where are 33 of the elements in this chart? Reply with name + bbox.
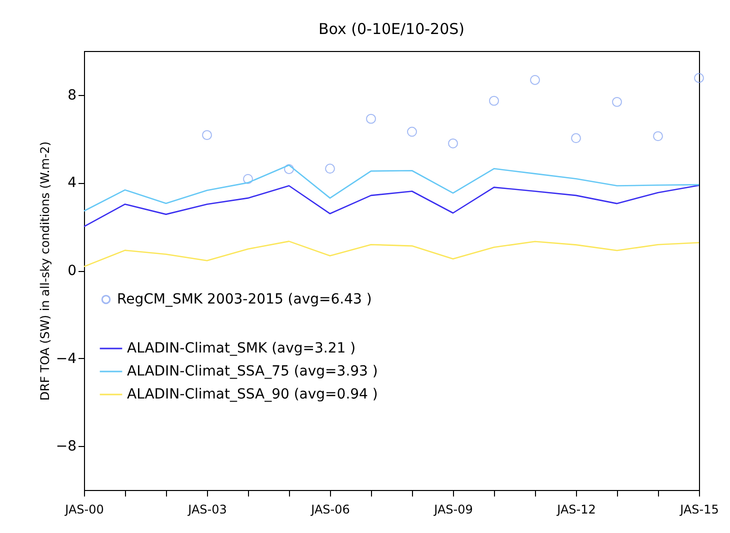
y-tick-label: 8 — [68, 87, 76, 104]
line-series — [83, 184, 700, 228]
point — [612, 96, 622, 107]
x-tick-label: JAS-06 — [310, 502, 350, 516]
line-series — [83, 164, 700, 212]
legend-label: ALADIN-Climat_SSA_75 (avg=3.93 ) — [127, 363, 378, 380]
y-tick-label: 4 — [68, 175, 77, 192]
x-tick-label: JAS-00 — [64, 502, 104, 516]
point — [571, 133, 581, 144]
legend-label: ALADIN-Climat_SSA_90 (avg=0.94 ) — [127, 386, 378, 402]
x-tick-label: JAS-12 — [556, 502, 596, 516]
x-tick-label: JAS-09 — [433, 502, 473, 516]
point — [489, 96, 499, 106]
point — [530, 75, 540, 85]
point — [202, 130, 212, 140]
point — [694, 73, 704, 83]
y-tick-label: −8 — [56, 438, 76, 455]
legend-label: RegCM_SMK 2003-2015 (avg=6.43 ) — [117, 291, 372, 308]
y-axis-title: DRF TOA (SW) in all-sky conditions (W.m-2) — [38, 141, 52, 401]
point — [407, 126, 417, 137]
x-tick-label: JAS-03 — [187, 502, 227, 516]
point — [325, 164, 335, 174]
point — [366, 114, 376, 124]
legend-label: ALADIN-Climat_SMK (avg=3.21 ) — [127, 340, 356, 356]
line-series — [83, 240, 700, 268]
y-tick-label: 0 — [68, 263, 76, 279]
y-tick-label: −4 — [56, 350, 77, 367]
point — [243, 174, 253, 184]
point — [284, 164, 294, 174]
point — [653, 131, 663, 142]
x-tick-label: JAS-15 — [679, 502, 719, 516]
chart-title: Box (0-10E/10-20S) — [318, 20, 465, 38]
point — [448, 138, 458, 148]
